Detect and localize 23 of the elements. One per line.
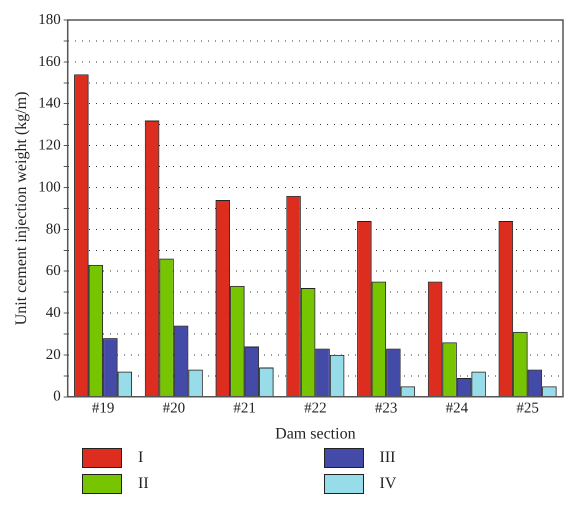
legend-label: I (138, 449, 144, 467)
x-tick-label: #23 (374, 400, 398, 417)
x-tick-label: #19 (92, 400, 114, 417)
y-tick-label: 20 (46, 346, 61, 363)
y-tick-label: 180 (38, 12, 61, 28)
x-axis-title: Dam section (275, 426, 356, 443)
y-tick-label: 140 (38, 96, 61, 112)
y-tick-label: 0 (53, 388, 61, 405)
y-tick-label: 100 (38, 179, 61, 196)
x-tick-label: #21 (233, 400, 256, 417)
x-tick-label: #25 (516, 400, 539, 417)
y-tick-label: 120 (38, 138, 61, 154)
legend-label: III (380, 449, 396, 467)
y-axis-title: Unit cement injection weight (kg/m) (12, 92, 30, 326)
y-tick-label: 60 (46, 263, 61, 280)
x-tick-label: #20 (162, 400, 186, 417)
x-tick-label: #24 (446, 400, 469, 417)
y-tick-label: 40 (46, 305, 61, 322)
x-tick-label: #22 (304, 400, 327, 417)
legend-label: IV (380, 475, 396, 493)
y-tick-label: 80 (46, 221, 61, 238)
legend-label: II (138, 475, 149, 493)
y-tick-label: 160 (38, 54, 61, 70)
